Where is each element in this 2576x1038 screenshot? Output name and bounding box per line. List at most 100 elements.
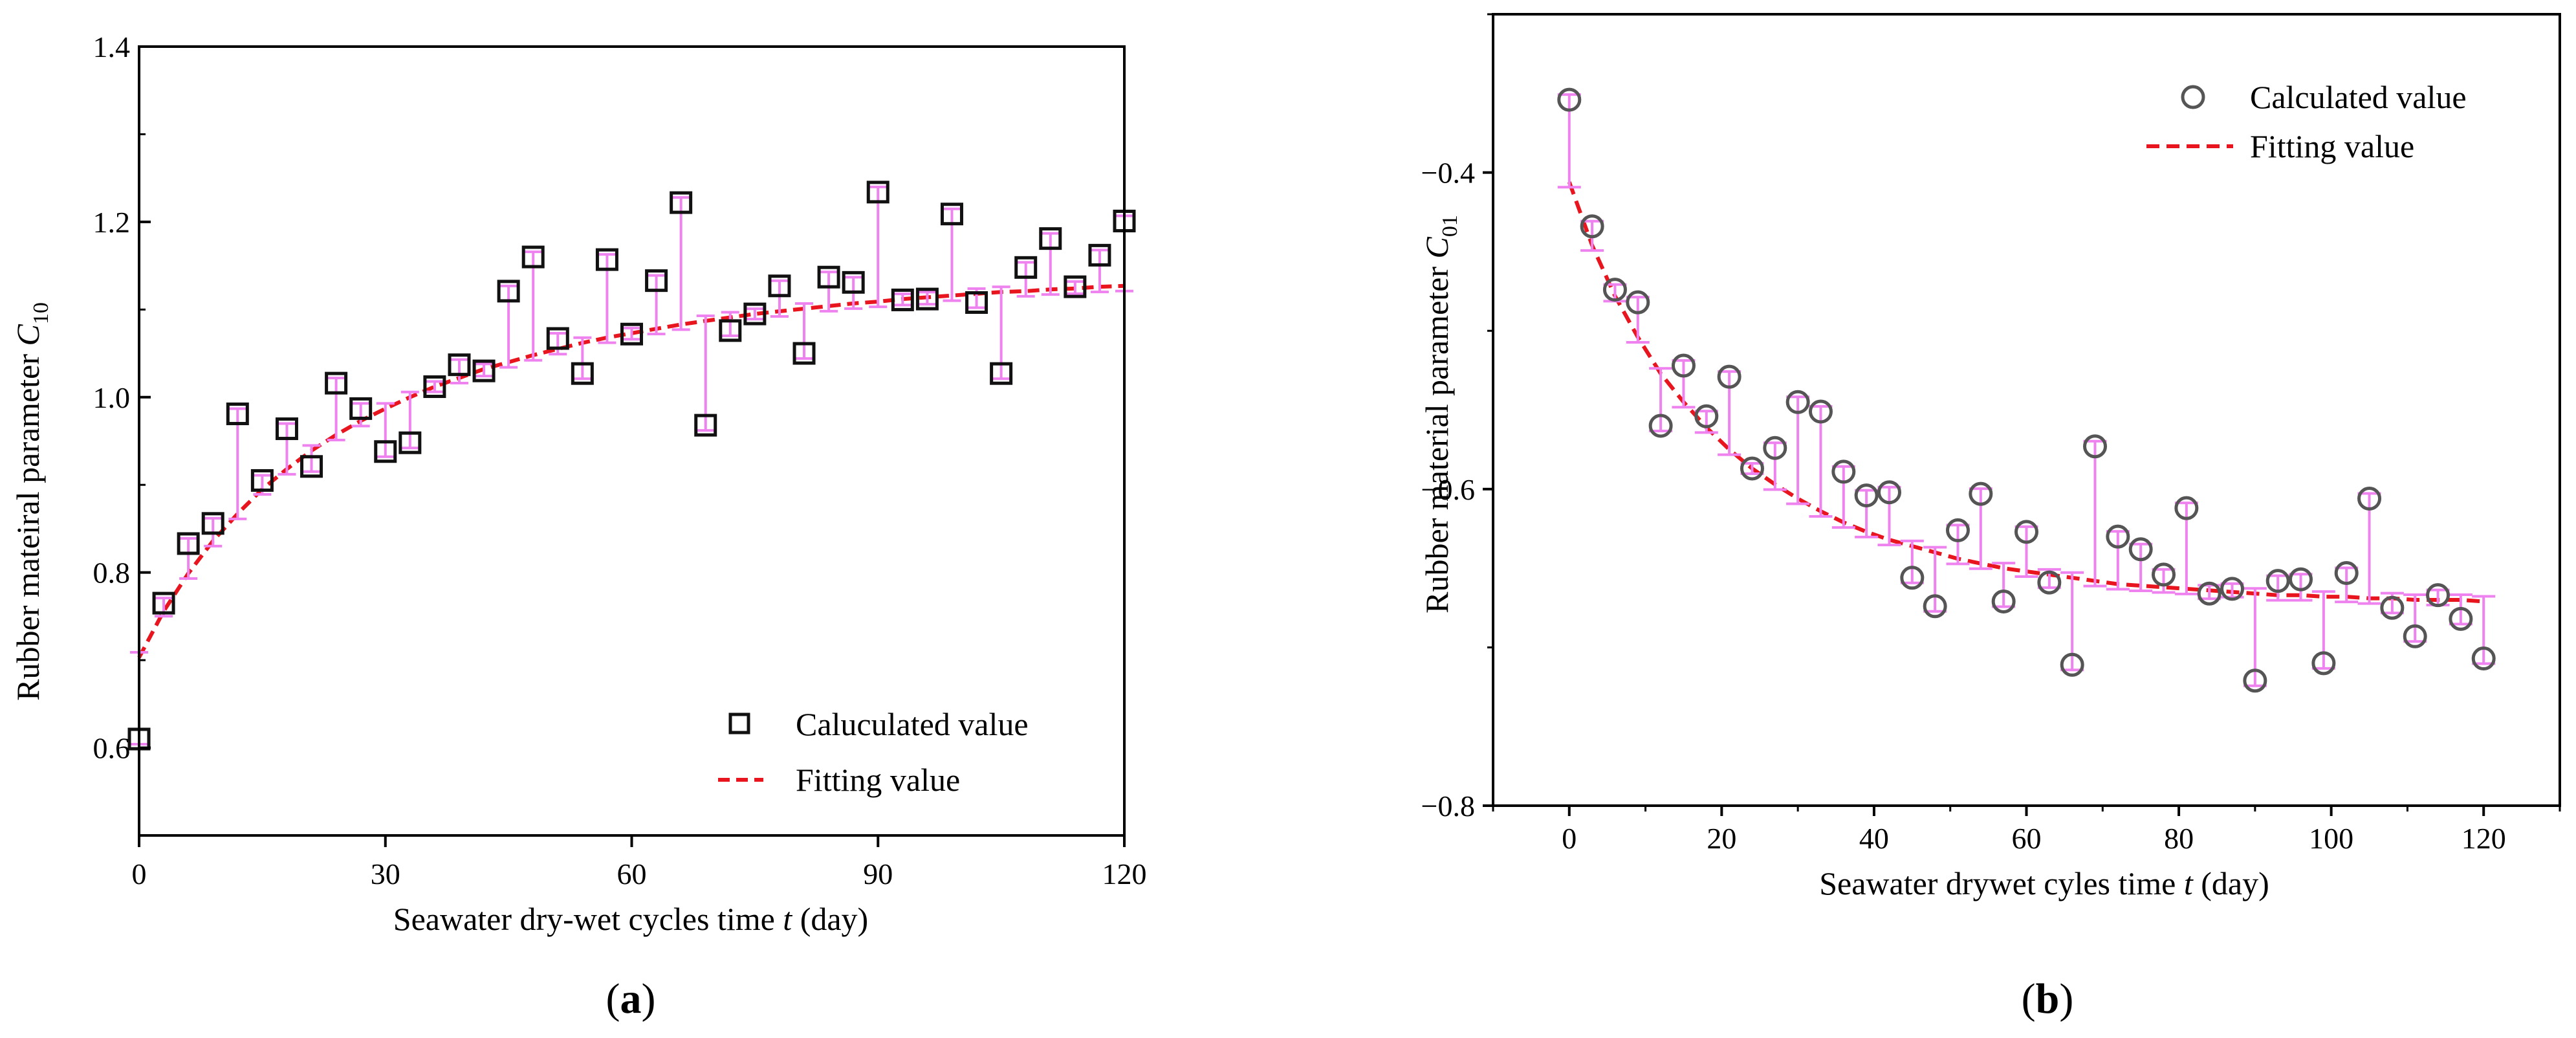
x-tick-label-b: 120 [2461,822,2506,855]
data-point-b [1969,481,1993,506]
data-point-b [2380,595,2405,620]
y-axis-title-b: Rubber material parameter C01 [1419,215,1462,613]
data-point-b [1740,456,1764,481]
x-tick-label-a: 0 [132,857,147,890]
data-point-a [398,431,422,454]
legend-a: Caluculated value Fitting value [718,706,1029,798]
fit-curve-b [1567,181,2484,604]
data-point-a [226,403,249,426]
data-point-a [1014,256,1038,279]
data-point-b [2128,537,2153,562]
data-point-b [2426,583,2450,608]
data-point-a [915,287,939,311]
data-point-b [2334,560,2359,585]
legend-label-calculated-a: Caluculated value [796,706,1029,742]
error-bars-a [130,185,1133,746]
data-point-a [965,291,988,314]
data-point-a [423,375,446,399]
data-point-b [1923,594,1947,619]
data-point-b [1626,290,1650,315]
x-tick-label-a: 30 [371,857,400,890]
data-point-a [300,455,323,478]
data-point-b [2289,567,2313,591]
x-tick-label-a: 60 [617,857,647,890]
y-tick-label-a: 1.4 [93,30,131,63]
data-point-b [1648,414,1673,438]
data-point-a [817,265,840,289]
data-point-b [2403,624,2427,648]
y-tick-label-b: −0.6 [1421,473,1475,506]
x-axis-title-b: Seawater drywet cyles time t (day) [1819,865,2269,901]
x-tick-label-b: 80 [2164,822,2194,855]
data-point-b [2037,570,2062,595]
data-point-a [349,397,373,420]
panel-label-b: (b) [2022,975,2074,1022]
data-point-a [645,269,668,293]
y-tick-label-b: −0.4 [1421,157,1475,190]
legend-label-fitting-b: Fitting value [2250,128,2414,164]
data-point-b [2243,668,2267,693]
data-point-a [325,371,348,395]
data-point-b [2083,434,2108,459]
x-tick-label-b: 20 [1707,822,1736,855]
data-point-b [1877,480,1901,505]
data-point-b [2060,652,2084,677]
data-points-a [127,181,1136,751]
data-point-a [842,271,865,294]
data-point-b [2174,496,2199,520]
data-point-a [891,288,914,311]
data-point-a [595,248,618,271]
x-tick-label-b: 100 [2309,822,2353,855]
data-point-a [521,245,545,269]
data-point-b [1580,214,1604,239]
data-point-b [2449,606,2473,631]
data-point-a [1064,275,1087,298]
data-point-a [620,322,643,346]
data-point-b [2152,562,2176,587]
data-point-b [2014,520,2038,544]
data-point-a [374,440,397,463]
data-point-b [1808,399,1833,424]
legend-label-fitting-a: Fitting value [796,762,960,798]
data-point-a [694,414,717,437]
data-point-a [743,302,767,326]
y-axis-title-a: Rubber mateiral parameter C10 [10,302,53,701]
x-axis-title-a: Seawater dry-wet cycles time t (day) [393,901,868,937]
y-tick-label-a: 0.8 [93,557,131,590]
data-point-a [275,417,298,441]
y-tick-label-b: −0.8 [1421,790,1475,823]
ticks-a: 0 30 60 90 120 0.6 0.8 1.0 1.2 1.4 [93,30,1147,890]
x-tick-label-a: 90 [863,857,893,890]
legend-marker-square [728,712,750,734]
data-point-b [2220,577,2245,601]
data-point-b [1991,589,2016,613]
data-point-a [250,469,274,492]
data-point-b [2197,581,2221,606]
data-point-b [1557,87,1582,112]
legend-marker-circle [2181,85,2205,109]
x-tick-label-a: 120 [1102,857,1147,890]
data-point-a [1039,227,1062,250]
y-tick-label-a: 1.0 [93,381,131,414]
data-point-a [1088,243,1111,267]
legend-b: Calculated value Fitting value [2146,79,2467,164]
x-tick-label-b: 60 [2012,822,2042,855]
data-point-a [768,274,791,298]
data-point-a [940,203,963,226]
ticks-b: 0 20 40 60 80 100 120 −0.8 −0.6 −0.4 [1421,13,2561,855]
data-point-b [2106,524,2130,549]
panel-label-a: (a) [606,975,656,1022]
data-point-a [990,362,1013,385]
data-point-b [1717,364,1741,389]
data-point-a [546,327,569,350]
y-tick-label-a: 1.2 [93,206,131,239]
data-point-b [1785,390,1810,414]
chart-b: 0 20 40 60 80 100 120 −0.8 −0.6 −0.4 Seawater dry… [1419,13,2561,1022]
x-tick-label-b: 0 [1562,822,1577,855]
fit-line-b [1567,181,2484,604]
data-point-b [1900,566,1925,590]
y-tick-label-a: 0.6 [93,732,131,765]
data-point-a [571,362,594,385]
data-point-b [1854,483,1879,508]
